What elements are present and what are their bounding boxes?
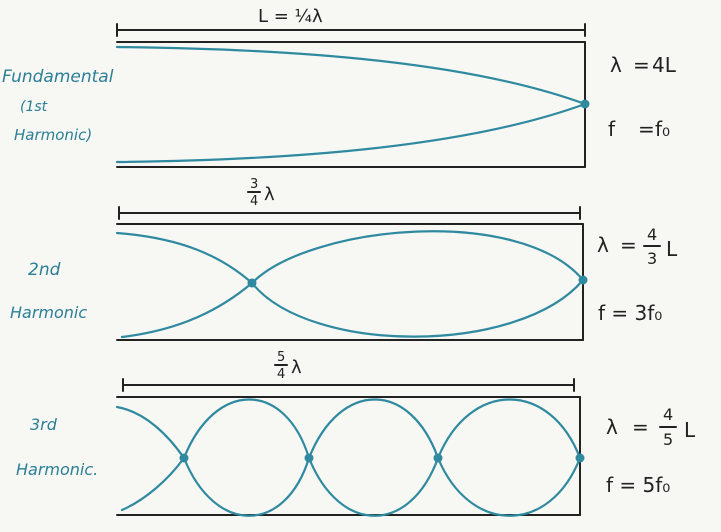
length-label-1: L = ¼λ: [258, 6, 323, 27]
node-3-closed: [575, 453, 585, 463]
node-2-middle: [247, 278, 257, 288]
panel-2-label-line-1: 2nd: [28, 260, 61, 280]
node-3-first: [179, 453, 189, 463]
wave-1-lower: [115, 102, 587, 164]
wave-2-lower: [120, 278, 585, 339]
panel-second: 3 4 λ 2nd Harmonic λ = 4 3 L f = 3f₀: [10, 177, 678, 341]
panel-fundamental: L = ¼λ Fundamental (1st Harmonic) λ = 4L…: [2, 6, 677, 168]
node-2-closed: [578, 275, 588, 285]
wavelength-3-den: 5: [663, 430, 673, 449]
length-label-3-den: 4: [277, 367, 285, 382]
wavelength-1-eq: =: [633, 53, 650, 77]
node-1-closed: [580, 99, 590, 109]
wavelength-1-lhs: λ: [610, 53, 622, 77]
wavelength-2-sym: L: [666, 237, 678, 261]
length-label-2-den: 4: [250, 194, 258, 209]
length-label-2-num: 3: [250, 177, 258, 192]
frequency-1-rhs: f₀: [655, 117, 670, 141]
wavelength-3-eq: =: [632, 415, 649, 439]
length-label-2-sym: λ: [264, 184, 275, 205]
panel-1-label-line-1: Fundamental: [2, 67, 114, 87]
panel-3-label-line-1: 3rd: [30, 415, 58, 434]
wavelength-2-eq: =: [620, 233, 637, 257]
wavelength-2-den: 3: [647, 249, 657, 268]
panel-third: 5 4 λ 3rd Harmonic. λ = 4 5 L f = 5f₀: [16, 350, 696, 517]
length-label-3-num: 5: [277, 350, 285, 365]
frequency-1-lhs: f: [608, 117, 616, 141]
wave-2-upper: [115, 230, 585, 285]
length-label-3-sym: λ: [291, 357, 302, 378]
wave-3-upper: [115, 398, 582, 462]
panel-1-label-line-3: Harmonic): [14, 126, 92, 144]
frequency-3: f = 5f₀: [606, 473, 670, 497]
wavelength-3-num: 4: [663, 405, 673, 424]
frequency-2: f = 3f₀: [598, 301, 662, 325]
node-3-third: [433, 453, 443, 463]
wavelength-2-lhs: λ: [597, 233, 609, 257]
node-3-second: [304, 453, 314, 463]
wavelength-3-lhs: λ: [606, 415, 618, 439]
wavelength-3-sym: L: [684, 418, 696, 442]
frequency-1-eq: =: [638, 117, 655, 141]
wave-3-lower: [120, 454, 582, 517]
panel-3-label-line-2: Harmonic.: [16, 460, 98, 479]
panel-1-label-line-2: (1st: [20, 99, 48, 115]
wave-1-upper: [115, 45, 587, 106]
wavelength-2-num: 4: [647, 225, 657, 244]
panel-2-label-line-2: Harmonic: [10, 303, 87, 322]
wavelength-1-rhs: 4L: [652, 53, 677, 77]
